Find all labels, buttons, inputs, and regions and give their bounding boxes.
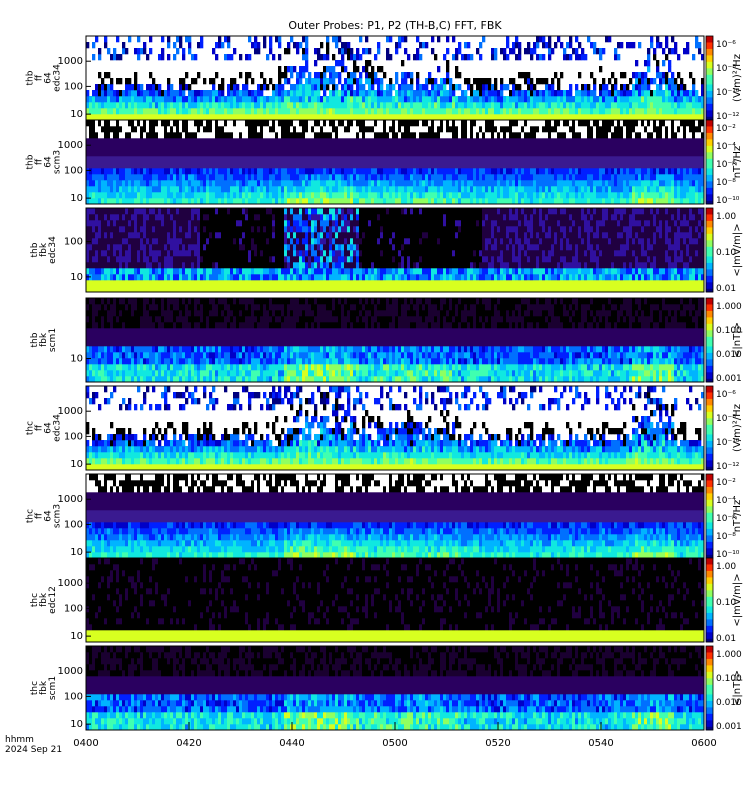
colorbar-unit-label: (V/m)²/Hz [732, 54, 743, 102]
x-label-date: 2024 Sep 21 [5, 746, 62, 755]
y-axis-label: thcfbkscm1 [30, 676, 58, 700]
y-tick-label: 100 [64, 165, 83, 176]
y-axis-label: thcff64edc34 [26, 414, 63, 442]
y-axis-label: thbfbkedc34 [30, 236, 58, 264]
y-tick-label: 10 [70, 459, 83, 470]
y-tick-label: 10 [70, 631, 83, 642]
x-tick-label: 0520 [485, 738, 510, 749]
colorbar-unit-label: nT²/Hz [732, 500, 743, 533]
spectrogram-panel-6: 100010010thcff64scm310⁻²10⁻⁴10⁻⁶10⁻⁸10⁻¹… [26, 474, 744, 560]
colorbar-unit-label: nT²/Hz [732, 146, 743, 179]
colorbar-tick-label: 1.00 [716, 562, 736, 572]
colorbar-tick-label: 10⁻⁸ [716, 178, 736, 188]
colorbar-unit-label: <|nT|> [732, 322, 743, 358]
y-tick-label: 1000 [58, 494, 83, 505]
x-tick-label: 0400 [73, 738, 98, 749]
x-tick-label: 0420 [176, 738, 201, 749]
y-tick-label: 100 [64, 81, 83, 92]
colorbar-tick-label: 10⁻⁸ [716, 532, 736, 542]
y-axis-label: thcff64scm3 [26, 504, 63, 528]
y-axis-label: thbff64edc34 [26, 64, 63, 92]
spectrogram-panel-8: 100010010thcfbkscm11.0000.1000.0100.001<… [30, 646, 743, 732]
y-tick-label: 1000 [58, 578, 83, 589]
colorbar-tick-label: 0.001 [716, 722, 742, 732]
colorbar-tick-label: 10⁻¹⁰ [716, 550, 740, 560]
colorbar-tick-label: 1.000 [716, 650, 742, 660]
x-tick-label: 0600 [691, 738, 716, 749]
colorbar-unit-label: (V/m)²/Hz [732, 404, 743, 452]
colorbar-tick-label: 10⁻¹⁰ [716, 196, 740, 206]
colorbar-tick-label: 1.000 [716, 302, 742, 312]
y-tick-label: 10 [70, 547, 83, 558]
y-tick-label: 100 [64, 237, 83, 248]
colorbar-3: 1.000.100.01<|mV/m|> [706, 208, 743, 294]
colorbar-tick-label: 10⁻⁶ [716, 390, 736, 400]
y-tick-label: 100 [64, 691, 83, 702]
y-axis-label: thbff64scm3 [26, 150, 63, 174]
y-tick-label: 10 [70, 193, 83, 204]
y-axis-label: thcfbkedc12 [30, 586, 58, 614]
spectrogram-panel-2: 100010010thbff64scm310⁻²10⁻⁴10⁻⁶10⁻⁸10⁻¹… [26, 120, 744, 206]
colorbar-tick-label: 10⁻¹² [716, 462, 740, 472]
colorbar-unit-label: <|nT|> [732, 670, 743, 706]
x-label-hhmm: hhmm [5, 736, 34, 745]
colorbar-7: 1.000.100.01<|mV/m|> [706, 558, 743, 644]
colorbar-tick-label: 10⁻² [716, 478, 736, 488]
x-tick-label: 0500 [382, 738, 407, 749]
colorbar-tick-label: 10⁻¹² [716, 112, 740, 122]
colorbar-unit-label: <|mV/m|> [732, 223, 743, 276]
x-tick-label: 0440 [279, 738, 304, 749]
colorbar-tick-label: 0.01 [716, 284, 736, 294]
colorbar-tick-label: 1.00 [716, 212, 736, 222]
y-axis-label: thbfbkscm1 [30, 328, 58, 352]
spectrogram-panel-1: 100010010thbff64edc3410⁻⁶10⁻⁸10⁻¹⁰10⁻¹²(… [26, 36, 744, 122]
panels-group: 1000 100 10 thbff64edc34 10⁻⁶ 10⁻⁸ 10⁻¹⁰ 10⁻¹² (… [26, 36, 744, 732]
y-tick-label: 100 [64, 431, 83, 442]
y-tick-label: 100 [64, 519, 83, 530]
colorbar-tick-label: 10⁻⁶ [716, 40, 736, 50]
y-tick-label: 10 [70, 109, 83, 120]
y-tick-label: 10 [70, 272, 83, 283]
colorbar-tick-label: 10⁻² [716, 124, 736, 134]
y-tick-label: 100 [64, 603, 83, 614]
y-tick-label: 1000 [58, 140, 83, 151]
spectrogram-panel-5: 100010010thcff64edc3410⁻⁶10⁻⁸10⁻¹⁰10⁻¹²(… [26, 386, 744, 472]
y-tick-label: 10 [70, 353, 83, 364]
colorbar-tick-label: 0.001 [716, 374, 742, 384]
colorbar-tick-label: 0.01 [716, 634, 736, 644]
y-tick-label: 10 [70, 719, 83, 730]
colorbar-unit-label: <|mV/m|> [732, 573, 743, 626]
y-tick-label: 1000 [58, 666, 83, 677]
x-tick-label: 0540 [588, 738, 613, 749]
